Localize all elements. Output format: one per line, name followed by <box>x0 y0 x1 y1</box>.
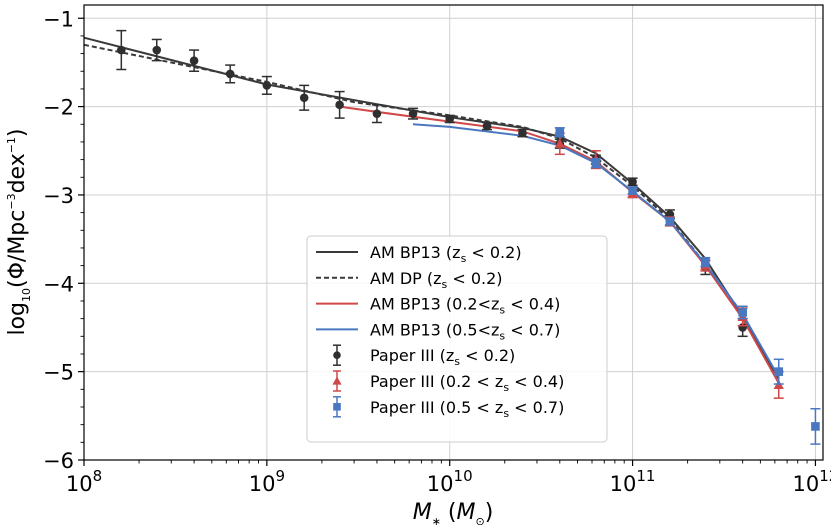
data-point <box>701 257 710 267</box>
data-point <box>299 93 309 103</box>
plot-series <box>83 29 821 445</box>
data-point <box>445 114 455 124</box>
axis-ticks: 108 109 1010 1011 1012 −6 −5 −4 −3 −2 −1 <box>43 7 831 496</box>
plot-frame <box>83 4 824 461</box>
data-point <box>774 367 784 376</box>
data-point <box>333 351 341 360</box>
data-point <box>225 69 235 79</box>
legend-label: AM DP (zs < 0.2) <box>370 269 503 291</box>
x-tick-label: 109 <box>249 467 285 496</box>
y-tick-label: −4 <box>43 272 74 296</box>
y-tick-label: −2 <box>43 96 74 120</box>
data-point <box>591 158 601 168</box>
data-point <box>262 81 272 90</box>
data-point <box>335 100 344 110</box>
data-point <box>117 45 126 55</box>
data-point <box>554 138 565 148</box>
data-point <box>811 422 820 431</box>
data-point <box>189 56 199 65</box>
data-point <box>628 177 637 186</box>
legend: AM BP13 (zs < 0.2) AM DP (zs < 0.2) AM BP1… <box>306 235 608 443</box>
legend-box <box>306 235 608 443</box>
data-point <box>408 109 418 118</box>
y-tick-label: −1 <box>43 7 74 31</box>
y-tick-label: −5 <box>43 361 74 385</box>
legend-label: Paper III (0.5 < zs < 0.7) <box>370 398 564 420</box>
data-point <box>628 186 637 195</box>
y-tick-label: −3 <box>43 184 74 208</box>
data-point <box>372 109 382 118</box>
x-tick-label: 108 <box>66 467 102 496</box>
legend-label: Paper III (0.2 < zs < 0.4) <box>370 372 564 394</box>
data-point <box>152 45 162 55</box>
legend-label: AM BP13 (zs < 0.2) <box>370 243 522 265</box>
x-tick-label: 1010 <box>427 467 473 496</box>
data-point <box>333 403 341 411</box>
legend-label: AM BP13 (0.2<zs < 0.4) <box>370 295 560 317</box>
data-point <box>482 121 492 131</box>
data-point <box>555 127 565 137</box>
data-point <box>738 308 747 317</box>
x-tick-label: 1012 <box>793 467 831 496</box>
series-line <box>412 123 780 378</box>
data-point <box>518 128 527 138</box>
legend-label: Paper III (zs < 0.2) <box>370 346 515 368</box>
legend-label: AM BP13 (0.5<zs < 0.7) <box>370 320 560 342</box>
data-point <box>332 376 342 385</box>
y-axis-title: log10(Φ/Mpc−3dex−1) <box>5 128 33 335</box>
y-tick-label: −6 <box>43 449 74 473</box>
data-point <box>665 217 675 226</box>
x-tick-label: 1011 <box>610 467 656 496</box>
x-axis-title: M∗ (M⊙) <box>413 500 494 525</box>
